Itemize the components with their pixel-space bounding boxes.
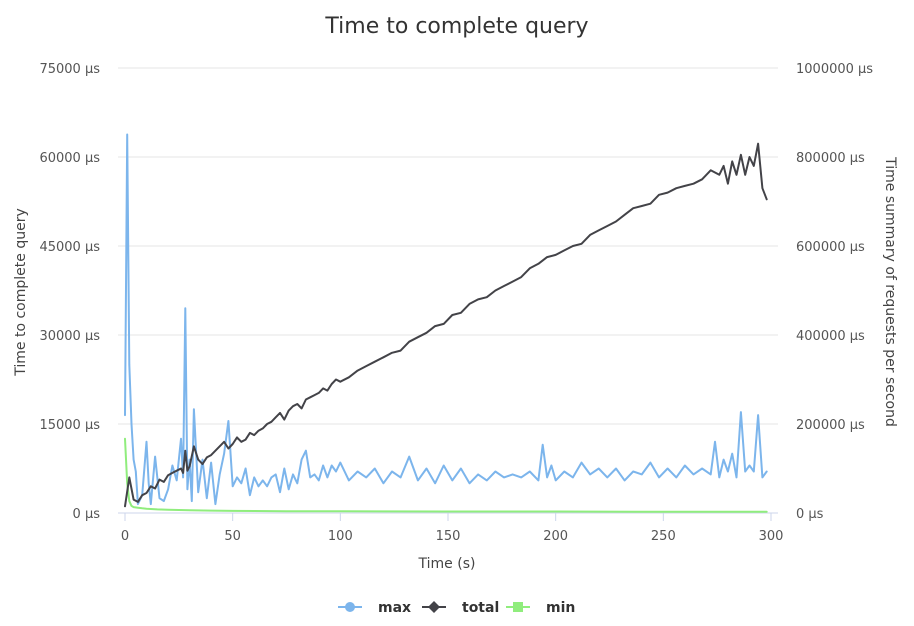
y-axis-left-title: Time to complete query [13, 208, 29, 376]
y-right-tick-label: 400000 µs [796, 329, 865, 344]
x-tick-label: 100 [328, 529, 353, 544]
y-axis-right-title: Time summary of requests per second [882, 156, 898, 427]
legend-marker-min [513, 602, 523, 612]
x-tick-label: 300 [759, 529, 784, 544]
y-right-tick-label: 1000000 µs [796, 62, 873, 77]
y-left-tick-label: 30000 µs [39, 329, 100, 344]
x-axis-title: Time (s) [418, 556, 476, 572]
y-left-tick-label: 60000 µs [39, 151, 100, 166]
x-tick-label: 250 [651, 529, 676, 544]
legend-label-min: min [546, 600, 575, 616]
y-right-tick-label: 200000 µs [796, 418, 865, 433]
x-tick-label: 150 [436, 529, 461, 544]
y-left-tick-label: 75000 µs [39, 62, 100, 77]
series-layer [124, 133, 768, 513]
series-line-min [124, 437, 768, 513]
legend-item-min[interactable]: min [506, 600, 575, 616]
legend-item-max[interactable]: max [338, 600, 411, 616]
grid-lines [118, 67, 778, 514]
legend-item-total[interactable]: total [422, 600, 499, 616]
x-tick-label: 200 [543, 529, 568, 544]
chart-title: Time to complete query [324, 14, 588, 39]
legend-marker-total [428, 601, 440, 613]
legend-label-total: total [462, 600, 499, 616]
y-left-tick-label: 15000 µs [39, 418, 100, 433]
y-right-tick-label: 800000 µs [796, 151, 865, 166]
legend-marker-max [345, 602, 355, 612]
legend: max total min [338, 600, 575, 616]
y-left-tick-label: 0 µs [73, 507, 101, 522]
x-tick-label: 0 [121, 529, 129, 544]
legend-label-max: max [378, 600, 411, 616]
y-right-tick-label: 600000 µs [796, 240, 865, 255]
series-line-total [124, 142, 768, 508]
y-left-tick-label: 45000 µs [39, 240, 100, 255]
series-line-max [124, 133, 768, 506]
axes: 0 µs 0 µs 15000 µs 200000 µs 30000 µs 400000 … [39, 62, 873, 544]
y-right-tick-label: 0 µs [796, 507, 824, 522]
x-tick-label: 50 [224, 529, 241, 544]
